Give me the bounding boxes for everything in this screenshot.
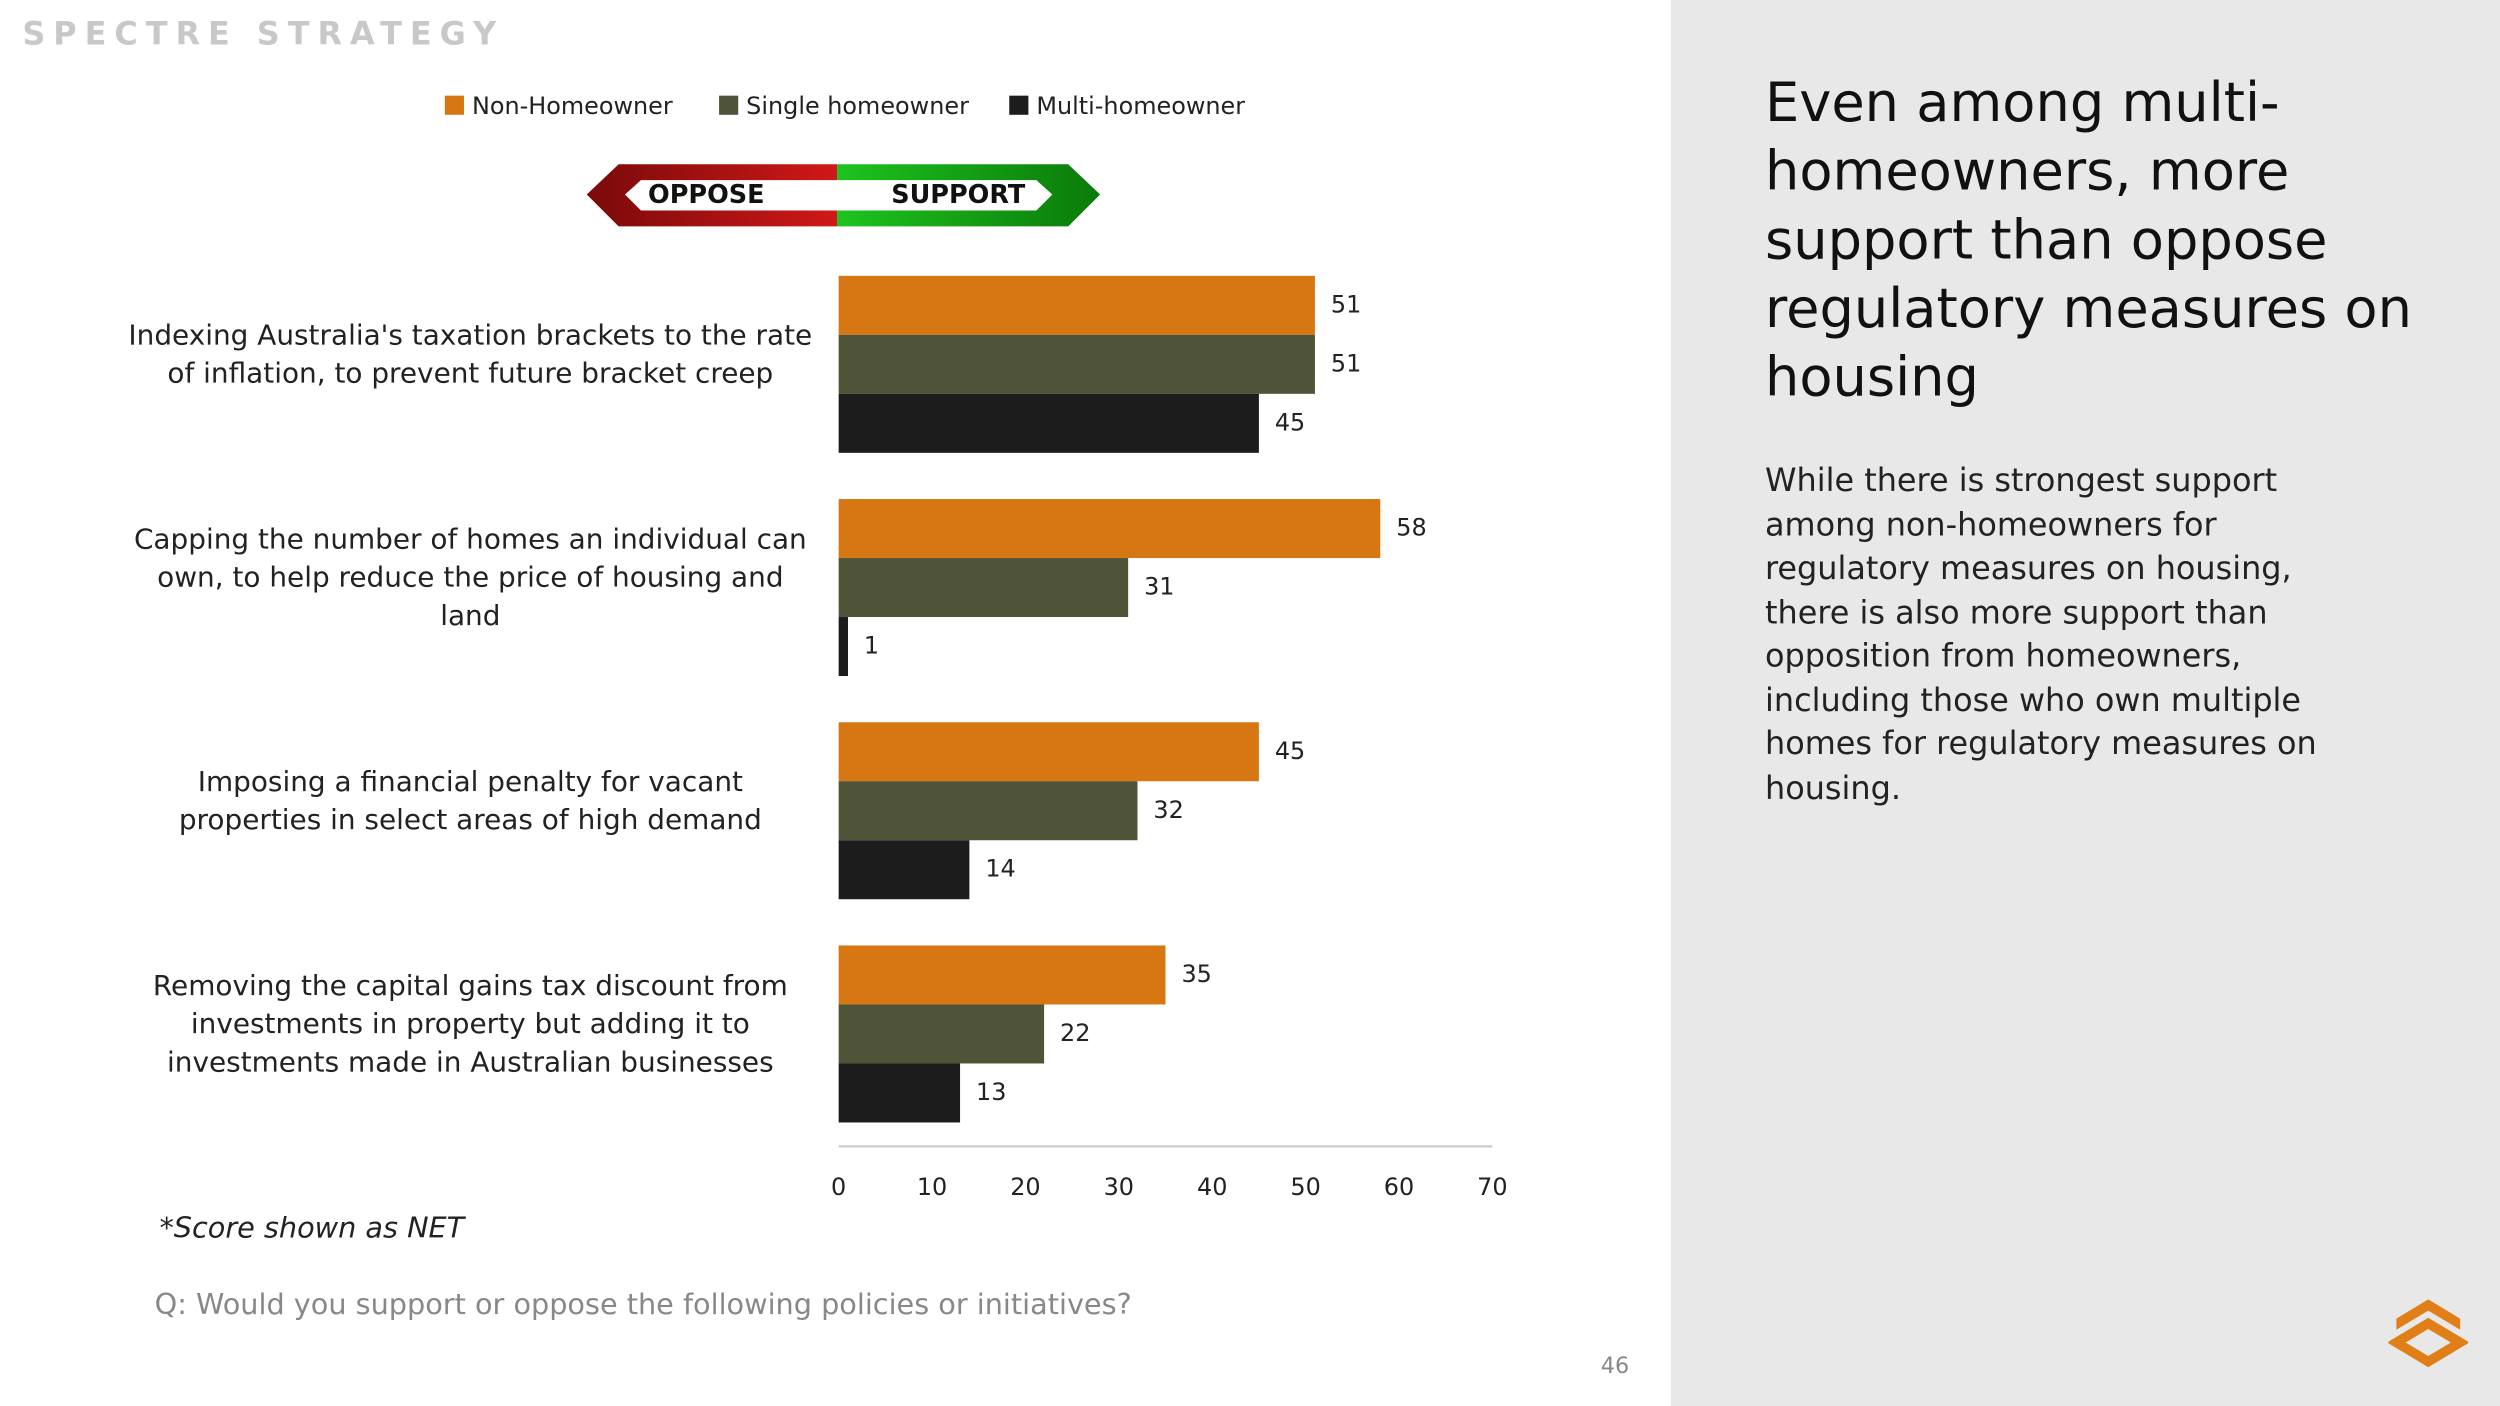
legend-label: Single homeowner [746, 92, 969, 120]
chart: OPPOSE SUPPORT Non-Homeowner Single homeo… [444, 92, 1508, 1201]
support-label: SUPPORT [891, 180, 1026, 210]
bar [838, 275, 1315, 335]
bar [838, 334, 1315, 394]
note: *Score shown as NET [159, 1211, 465, 1246]
x-tick-label: 60 [1384, 1173, 1414, 1201]
bar [838, 499, 1381, 559]
category-label: Indexing Australia's taxation brackets t… [128, 319, 813, 390]
value-label: 1 [864, 632, 879, 660]
value-label: 58 [1396, 514, 1426, 542]
value-label: 45 [1275, 737, 1305, 765]
bar [838, 840, 970, 900]
brand: SPECTRE STRATEGY [22, 14, 505, 53]
value-label: 45 [1275, 408, 1305, 436]
logo [2388, 1299, 2469, 1368]
legend-label: Multi-homeowner [1036, 92, 1245, 120]
question: Q: Would you support or oppose the follo… [154, 1288, 1132, 1322]
x-tick-label: 10 [917, 1173, 947, 1201]
bar [838, 781, 1138, 841]
value-label: 35 [1181, 960, 1211, 988]
side-panel [1670, 0, 2500, 1406]
heading: Even among multi-homeowners, more suppor… [1765, 71, 2412, 410]
x-tick-label: 70 [1477, 1173, 1507, 1201]
x-tick-label: 20 [1010, 1173, 1040, 1201]
bar [838, 1004, 1045, 1064]
value-label: 51 [1331, 290, 1361, 318]
x-tick-label: 40 [1197, 1173, 1227, 1201]
value-label: 51 [1331, 349, 1361, 377]
bar [838, 1063, 961, 1123]
value-label: 14 [985, 855, 1015, 883]
x-tick-label: 30 [1104, 1173, 1134, 1201]
x-tick-label: 50 [1290, 1173, 1320, 1201]
legend-swatch [1009, 95, 1029, 115]
bar [838, 558, 1129, 618]
bar [838, 722, 1259, 782]
category-label: Capping the number of homes an individua… [133, 523, 807, 633]
legend-swatch [444, 95, 464, 115]
value-label: 32 [1153, 796, 1183, 824]
bar [838, 945, 1166, 1005]
bar [838, 393, 1259, 453]
legend-swatch [719, 95, 739, 115]
category-label: Imposing a financial penalty for vacant … [178, 766, 762, 837]
value-label: 22 [1060, 1019, 1090, 1047]
category-label: Removing the capital gains tax discount … [152, 970, 788, 1079]
x-tick-label: 0 [831, 1173, 846, 1201]
body-text: While there is strongest support among n… [1765, 460, 2317, 806]
value-label: 31 [1144, 573, 1174, 601]
banner-inner [625, 180, 1053, 211]
oppose-label: OPPOSE [648, 180, 765, 210]
value-label: 13 [976, 1078, 1006, 1106]
bar [838, 617, 848, 677]
page-number: 46 [1600, 1353, 1630, 1380]
legend-label: Non-Homeowner [472, 92, 673, 120]
